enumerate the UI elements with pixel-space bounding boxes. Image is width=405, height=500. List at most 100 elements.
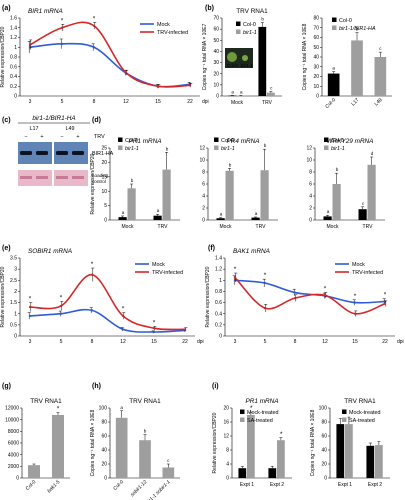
y-axis-label-e: Relative expression/CBP20	[0, 266, 6, 327]
panel-title-h: TRV RNA1	[129, 398, 161, 405]
x-tick-label-h: Col-0	[112, 479, 125, 492]
x-tick-label-d1: TRV	[158, 224, 169, 230]
series-line-e-0	[29, 308, 186, 333]
bar-d3	[332, 184, 341, 220]
x-tick-label-f: 22	[382, 339, 388, 345]
y-tick-label-a: 0.2	[10, 84, 17, 90]
y-tick-label-b2: 0	[316, 94, 319, 100]
y-tick-label-h: 0	[104, 476, 107, 482]
x-tick-label-f: 12	[322, 339, 328, 345]
x-tick-label-f: 8	[294, 339, 297, 345]
significance-mark-e: *	[60, 294, 63, 301]
y-tick-label-d2: 0	[202, 218, 205, 224]
y-tick-label-g: 4000	[8, 452, 19, 458]
significance-mark-f: *	[384, 292, 387, 299]
x-tick-label-a: 8	[93, 99, 96, 105]
stat-letter-d1: b	[131, 178, 134, 183]
bar-i2	[345, 424, 353, 478]
x-tick-label-i2: Expt 1	[338, 482, 352, 488]
y-tick-label-b2: 40	[313, 55, 319, 61]
legend-label: TRV-infected	[352, 270, 383, 276]
legend-label: TRV-infected	[152, 270, 183, 276]
bar-d1	[127, 188, 136, 220]
x-tick-label-e: 3	[29, 339, 32, 345]
legend-swatch	[236, 29, 241, 34]
plant-bir1-image	[242, 55, 248, 61]
x-tick-label-b1: Mock	[231, 100, 243, 106]
x-tick-label-a: 3	[29, 99, 32, 105]
blot-lane-sign: +	[76, 134, 79, 140]
ponceau-2	[54, 170, 88, 186]
y-tick-label-e: 1.5	[10, 300, 17, 306]
stat-letter-d1: a	[122, 210, 125, 215]
bar-i1	[277, 440, 285, 478]
data-point-e	[59, 312, 63, 315]
blot-membrane-1	[18, 142, 52, 164]
data-point-f	[353, 312, 357, 315]
y-tick-label-b1: 20	[213, 71, 219, 77]
y-tick-label-h: 40	[101, 448, 107, 454]
bar-b2	[374, 57, 387, 96]
y-tick-label-i2: 20	[321, 462, 327, 468]
panel-letter-e: (e)	[2, 245, 11, 252]
x-tick-label-f: 15	[352, 339, 358, 345]
stat-letter-b1: b	[261, 16, 264, 21]
bar-h	[139, 440, 151, 478]
stat-letter-h: b	[144, 429, 147, 434]
y-tick-label-d1: 5	[104, 203, 107, 209]
significance-mark-a: *	[93, 15, 96, 22]
y-tick-label-b1: 30	[213, 60, 219, 66]
panel-letter-b: (b)	[205, 5, 214, 12]
x-tick-label-e: 15	[151, 339, 157, 345]
y-tick-label-e: 1	[14, 311, 17, 317]
ponceau-band	[72, 176, 84, 179]
x-tick-label-a: 15	[155, 99, 161, 105]
significance-mark-f: *	[324, 286, 327, 293]
significance-mark-a: *	[61, 17, 64, 24]
blot-lane-sign: +	[40, 134, 43, 140]
bar-d3	[358, 209, 367, 220]
legend-label: bir1-1	[243, 30, 257, 36]
legend-label: Col-0	[125, 138, 138, 144]
data-point-e	[90, 273, 94, 276]
bar-d1	[153, 215, 162, 220]
y-tick-label-b2: 20	[313, 74, 319, 80]
significance-mark-e: *	[122, 306, 125, 313]
y-tick-label-i1: 16	[223, 420, 229, 426]
y-tick-label-b2: 30	[313, 64, 319, 70]
x-tick-label-f: 3	[234, 339, 237, 345]
data-point-e	[59, 304, 63, 308]
loading-label: control	[92, 179, 106, 184]
series-line-e-1	[29, 273, 186, 331]
y-tick-label-d2: 6	[202, 182, 205, 188]
blot-band	[36, 151, 48, 155]
bar-d3	[323, 216, 332, 220]
y-tick-label-f: 0.8	[215, 289, 222, 295]
y-axis-label-i1: Relative expression/CBP20	[212, 412, 218, 473]
x-tick-label-g: bak1-5	[46, 479, 61, 494]
bar-i1	[268, 468, 277, 478]
bar-b1	[258, 26, 267, 97]
blot-title: bir1-1/BIR1-HA	[32, 115, 75, 122]
y-axis-label-a: Relative expression/CBP20	[0, 26, 6, 87]
stat-letter-h: a	[120, 405, 123, 410]
y-tick-label-a: 0	[14, 94, 17, 100]
data-point-f	[233, 279, 237, 282]
blot-treatment-label: TRV	[94, 134, 105, 140]
stat-letter-d1: b	[166, 146, 169, 151]
legend-label: Col-0	[339, 18, 352, 24]
x-tick-label-i2: Expt 2	[368, 482, 382, 488]
legend-swatch	[324, 137, 329, 142]
panel-title-d1: PR1 mRNA	[128, 138, 161, 145]
x-tick-label-a: 12	[123, 99, 129, 105]
y-tick-label-b1: 50	[213, 38, 219, 44]
stat-letter-d3: d	[371, 151, 374, 156]
y-tick-label-a: 1.4	[10, 25, 17, 31]
bar-i2	[366, 445, 375, 478]
x-tick-label-g: Col-0	[25, 479, 38, 492]
stat-letter-b1: c	[270, 86, 273, 91]
data-point-f	[263, 307, 267, 310]
x-tick-label-i1: Expt 2	[270, 482, 284, 488]
x-tick-label-e: 22	[182, 339, 188, 345]
panel-letter-d: (d)	[92, 117, 101, 124]
